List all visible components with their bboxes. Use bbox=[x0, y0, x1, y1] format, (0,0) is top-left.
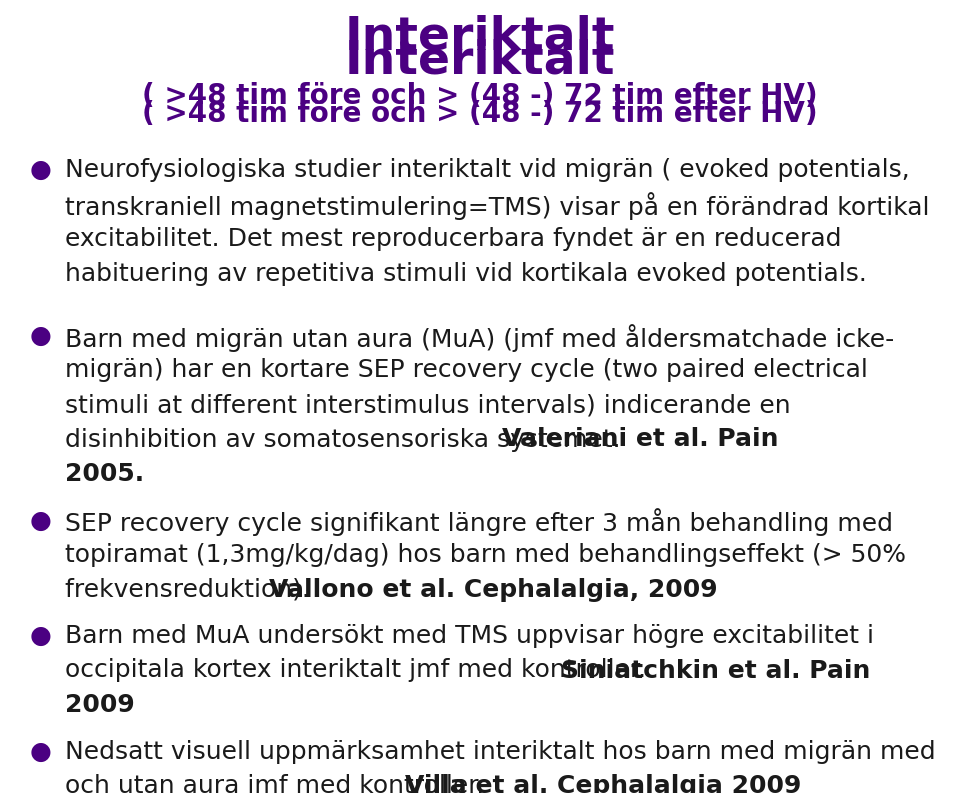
Text: transkraniell magnetstimulering=TMS) visar på en förändrad kortikal: transkraniell magnetstimulering=TMS) vis… bbox=[65, 193, 929, 220]
Text: 2009: 2009 bbox=[65, 693, 134, 717]
Text: occipitala kortex interiktalt jmf med kontroller.: occipitala kortex interiktalt jmf med ko… bbox=[65, 658, 662, 683]
Text: SEP recovery cycle signifikant längre efter 3 mån behandling med: SEP recovery cycle signifikant längre ef… bbox=[65, 508, 893, 536]
Text: habituering av repetitiva stimuli vid kortikala evoked potentials.: habituering av repetitiva stimuli vid ko… bbox=[65, 262, 867, 285]
Text: 2005.: 2005. bbox=[65, 462, 144, 486]
Text: ●: ● bbox=[30, 624, 52, 648]
Text: Siniatchkin et al. Pain: Siniatchkin et al. Pain bbox=[561, 658, 870, 683]
Text: ●: ● bbox=[30, 740, 52, 764]
Text: excitabilitet. Det mest reproducerbara fyndet är en reducerad: excitabilitet. Det mest reproducerbara f… bbox=[65, 227, 842, 251]
Text: ●: ● bbox=[30, 158, 52, 182]
Text: Barn med MuA undersökt med TMS uppvisar högre excitabilitet i: Barn med MuA undersökt med TMS uppvisar … bbox=[65, 624, 874, 648]
Text: Neurofysiologiska studier interiktalt vid migrän ( evoked potentials,: Neurofysiologiska studier interiktalt vi… bbox=[65, 158, 910, 182]
Text: disinhibition av somatosensoriska systemet.: disinhibition av somatosensoriska system… bbox=[65, 427, 636, 451]
Text: stimuli at different interstimulus intervals) indicerande en: stimuli at different interstimulus inter… bbox=[65, 393, 791, 417]
Text: ( >48 tim före och > (48 -) 72 tim efter HV): ( >48 tim före och > (48 -) 72 tim efter… bbox=[142, 82, 818, 110]
Text: Nedsatt visuell uppmärksamhet interiktalt hos barn med migrän med: Nedsatt visuell uppmärksamhet interiktal… bbox=[65, 740, 936, 764]
Text: ●: ● bbox=[30, 324, 52, 348]
Text: ●: ● bbox=[30, 508, 52, 533]
Text: Interiktalt: Interiktalt bbox=[345, 15, 615, 60]
Text: migrän) har en kortare SEP recovery cycle (two paired electrical: migrän) har en kortare SEP recovery cycl… bbox=[65, 358, 868, 382]
Text: Vallono et al. Cephalalgia, 2009: Vallono et al. Cephalalgia, 2009 bbox=[269, 577, 718, 602]
Text: Barn med migrän utan aura (MuA) (jmf med åldersmatchade icke-: Barn med migrän utan aura (MuA) (jmf med… bbox=[65, 324, 895, 352]
Text: ( >48 tim före och > (48 -) 72 tim efter HV): ( >48 tim före och > (48 -) 72 tim efter… bbox=[142, 100, 818, 128]
Text: topiramat (1,3mg/kg/dag) hos barn med behandlingseffekt (> 50%: topiramat (1,3mg/kg/dag) hos barn med be… bbox=[65, 543, 906, 567]
Text: Villa et al. Cephalalgia 2009: Villa et al. Cephalalgia 2009 bbox=[405, 774, 802, 793]
Text: frekvensreduktion).: frekvensreduktion). bbox=[65, 577, 325, 602]
Text: och utan aura jmf med kontroller.: och utan aura jmf med kontroller. bbox=[65, 774, 500, 793]
Text: Valeriani et al. Pain: Valeriani et al. Pain bbox=[502, 427, 779, 451]
Text: Interiktalt: Interiktalt bbox=[345, 38, 615, 83]
